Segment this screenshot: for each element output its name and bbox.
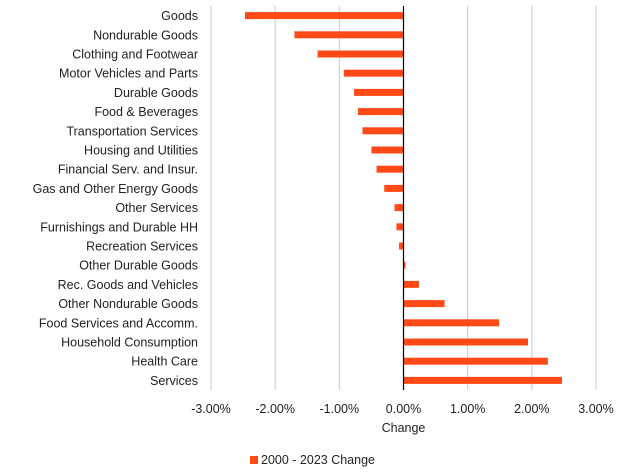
bar-17: [403, 338, 528, 346]
bar-18: [403, 357, 548, 365]
x-tick-label-0: -3.00%: [191, 402, 231, 416]
bar-12: [399, 242, 404, 250]
bar-7: [371, 146, 404, 154]
category-label-1: Nondurable Goods: [93, 28, 198, 42]
legend-swatch: [250, 456, 258, 464]
category-label-9: Gas and Other Energy Goods: [33, 182, 198, 196]
bar-10: [394, 204, 404, 212]
category-label-10: Other Services: [115, 201, 198, 215]
bar-1: [294, 31, 404, 39]
x-tick-label-3: 0.00%: [386, 402, 421, 416]
x-tick-label-1: -2.00%: [255, 402, 295, 416]
category-label-5: Food & Beverages: [94, 105, 198, 119]
category-label-11: Furnishings and Durable HH: [40, 220, 198, 234]
bar-5: [357, 108, 404, 116]
bar-16: [403, 319, 500, 327]
bar-8: [376, 165, 404, 173]
bar-3: [343, 69, 404, 77]
x-axis-title: Change: [382, 421, 426, 435]
category-label-16: Food Services and Accomm.: [39, 316, 198, 330]
category-label-2: Clothing and Footwear: [72, 48, 198, 62]
category-label-19: Services: [150, 374, 198, 388]
x-tick-label-6: 3.00%: [578, 402, 613, 416]
category-label-14: Rec. Goods and Vehicles: [58, 278, 198, 292]
bar-14: [403, 280, 419, 288]
bar-0: [245, 12, 404, 20]
category-label-17: Household Consumption: [61, 336, 198, 350]
bars: [245, 12, 562, 384]
category-label-12: Recreation Services: [86, 240, 198, 254]
bar-9: [384, 184, 404, 192]
category-label-0: Goods: [161, 9, 198, 23]
category-label-6: Transportation Services: [66, 124, 198, 138]
bar-6: [362, 127, 404, 135]
bar-11: [396, 223, 404, 231]
category-label-8: Financial Serv. and Insur.: [58, 163, 198, 177]
bar-2: [317, 50, 404, 58]
x-tick-label-4: 1.00%: [450, 402, 485, 416]
legend: 2000 - 2023 Change: [250, 453, 375, 467]
category-label-15: Other Nondurable Goods: [58, 297, 198, 311]
bar-19: [403, 376, 562, 384]
category-label-7: Housing and Utilities: [84, 144, 198, 158]
gridlines: [210, 6, 597, 390]
x-tick-labels: -3.00% -2.00% -1.00% 0.00% 1.00% 2.00% 3.00%: [191, 402, 614, 416]
bar-4: [354, 88, 404, 96]
x-tick-label-5: 2.00%: [514, 402, 549, 416]
legend-label: 2000 - 2023 Change: [261, 453, 375, 467]
category-label-18: Health Care: [131, 355, 198, 369]
x-tick-label-2: -1.00%: [320, 402, 360, 416]
category-labels: Goods Nondurable Goods Clothing and Footwe…: [33, 9, 198, 388]
category-label-3: Motor Vehicles and Parts: [59, 67, 198, 81]
category-label-13: Other Durable Goods: [79, 259, 198, 273]
bar-15: [403, 300, 445, 308]
bar-13: [403, 261, 406, 269]
category-label-4: Durable Goods: [114, 86, 198, 100]
